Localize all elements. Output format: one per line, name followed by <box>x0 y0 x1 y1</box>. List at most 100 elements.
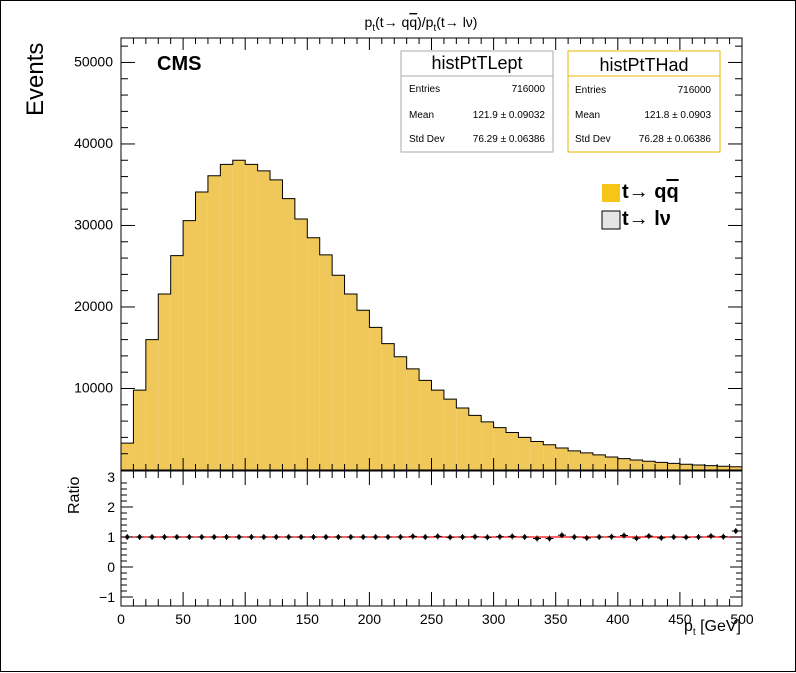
stats-box-lept-title: histPtTLept <box>431 53 522 73</box>
ratio-point <box>597 535 602 539</box>
top-pad: 10000 20000 30000 40000 50000 <box>74 37 743 471</box>
stats-box-had-entries: 716000 <box>678 85 712 96</box>
hist-bar <box>356 310 370 470</box>
hist-bar <box>543 444 556 470</box>
y-tick-label: 40000 <box>74 135 113 151</box>
x-tick-label: 150 <box>296 611 320 627</box>
stats-box-lept-entries: 716000 <box>512 84 546 95</box>
ratio-point <box>174 535 179 539</box>
hist-bar <box>729 466 742 470</box>
hist-bar <box>580 452 593 470</box>
hist-bar <box>443 399 457 470</box>
x-tick-label: 450 <box>668 611 692 627</box>
ratio-point <box>410 534 415 539</box>
ratio-point <box>398 535 403 539</box>
hist-bar <box>431 390 444 470</box>
hist-bar <box>207 175 221 470</box>
hist-bar <box>369 327 382 470</box>
hist-bar <box>220 164 233 470</box>
ratio-point <box>721 534 726 539</box>
ratio-point <box>572 535 577 539</box>
ratio-point <box>311 535 316 539</box>
ratio-point <box>336 535 341 539</box>
legend-label-lept: t→ lν <box>622 208 671 230</box>
ratio-point <box>684 535 689 540</box>
hist-bar <box>592 454 606 470</box>
ratio-point <box>510 534 515 539</box>
x-tick-label: 100 <box>234 611 258 627</box>
ratio-point <box>522 535 527 539</box>
hist-bar <box>245 164 258 470</box>
hist-bar <box>481 421 494 470</box>
y-tick-label: 50000 <box>74 53 113 69</box>
stats-box-lept: histPtTLept Entries 716000 Mean 121.9 ± … <box>400 50 554 153</box>
ratio-point <box>323 535 328 539</box>
legend-swatch-lept <box>601 210 621 230</box>
hist-bar <box>568 450 581 470</box>
ratio-point <box>559 533 564 538</box>
hist-bar <box>270 179 283 470</box>
ratio-y-tick-label: 0 <box>107 559 115 575</box>
hist-bar <box>630 459 643 470</box>
stats-box-had-mean: 121.8 ± 0.0903 <box>644 110 711 121</box>
ratio-point <box>187 535 192 539</box>
ratio-point <box>137 535 142 539</box>
ratio-point <box>261 535 266 539</box>
x-tick-label: 50 <box>175 611 191 627</box>
ratio-point <box>423 535 428 539</box>
legend-swatch-had <box>602 184 620 202</box>
stats-box-lept-entries-label: Entries <box>409 84 440 95</box>
hist-bar <box>195 192 208 470</box>
ratio-axis-label: Ratio <box>66 477 83 514</box>
x-axis-label: pt [GeV] <box>684 618 741 638</box>
title-qbar: q <box>409 14 417 30</box>
ratio-point <box>286 535 291 539</box>
hist-bar <box>419 380 432 470</box>
ratio-point <box>646 534 651 539</box>
hist-bar <box>257 170 271 470</box>
hist-bar <box>158 293 171 470</box>
hist-bar <box>121 443 134 470</box>
hist-bar <box>456 408 469 470</box>
x-tick-label: 500 <box>730 611 754 627</box>
x-tick-label: 200 <box>358 611 382 627</box>
legend: t→ qq t→ lν <box>601 181 679 230</box>
ratio-point <box>386 535 391 539</box>
cms-label: CMS <box>157 53 201 75</box>
y-tick-label: 10000 <box>74 379 113 395</box>
stats-box-had: histPtTHad Entries 716000 Mean 121.8 ± 0… <box>567 50 721 153</box>
ratio-point <box>708 534 713 539</box>
stats-box-had-mean-label: Mean <box>575 110 600 121</box>
histogram-bars <box>121 160 742 470</box>
hist-bar <box>555 447 569 470</box>
hist-bar <box>307 237 320 470</box>
ratio-point <box>348 535 353 539</box>
ratio-point <box>299 535 304 539</box>
hist-bar <box>642 461 656 470</box>
stats-box-lept-std-label: Std Dev <box>409 134 445 145</box>
ratio-point <box>150 535 155 539</box>
x-tick-label: 400 <box>606 611 630 627</box>
legend-label-had: t→ qq <box>622 181 679 203</box>
hist-bar <box>394 356 407 470</box>
ratio-point <box>659 535 664 540</box>
hist-bar <box>530 441 544 470</box>
hist-bar <box>133 390 146 470</box>
stats-box-lept-mean-label: Mean <box>409 110 434 121</box>
ratio-y-tick-label: 1 <box>107 529 115 545</box>
hist-bar <box>518 437 531 470</box>
ratio-y-tick-label: 2 <box>107 499 115 515</box>
hist-bar <box>145 339 159 470</box>
ratio-point <box>622 533 627 538</box>
y-tick-label: 20000 <box>74 298 113 314</box>
stats-box-had-std-label: Std Dev <box>575 134 611 145</box>
ratio-y-tick-label: −1 <box>99 589 115 605</box>
hist-bar <box>232 160 246 470</box>
ratio-point <box>472 534 477 539</box>
ratio-point <box>224 535 229 539</box>
ratio-points <box>123 528 740 542</box>
hist-bar <box>332 275 345 470</box>
